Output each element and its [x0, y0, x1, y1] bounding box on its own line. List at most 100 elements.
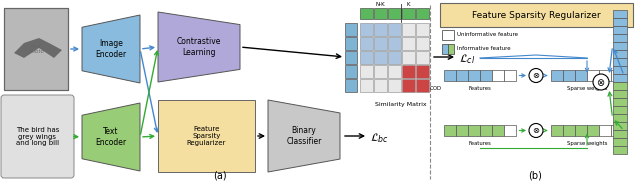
Circle shape	[593, 74, 609, 90]
Text: The bird has
grey wings
and long bill: The bird has grey wings and long bill	[16, 127, 59, 146]
Bar	[415, 79, 429, 91]
Text: Informative feature: Informative feature	[457, 47, 511, 52]
Text: Uninformative feature: Uninformative feature	[457, 33, 518, 38]
Bar	[20, 9, 34, 27]
Bar	[611, 70, 623, 81]
Text: $\otimes$: $\otimes$	[532, 71, 540, 80]
Bar	[613, 146, 627, 153]
Bar	[613, 122, 627, 130]
Bar	[613, 130, 627, 137]
Bar	[387, 65, 401, 77]
Bar	[442, 30, 454, 40]
Bar	[613, 42, 627, 49]
Bar	[551, 125, 563, 136]
Circle shape	[529, 68, 543, 82]
Bar	[613, 106, 627, 114]
Bar	[345, 22, 357, 36]
FancyBboxPatch shape	[1, 95, 74, 178]
Bar	[415, 8, 429, 19]
Bar	[468, 70, 479, 81]
Text: (b): (b)	[528, 170, 542, 180]
Bar	[613, 26, 627, 33]
Bar	[387, 22, 401, 36]
Text: Text
Encoder: Text Encoder	[95, 127, 127, 147]
Bar	[442, 44, 448, 54]
Bar	[492, 125, 504, 136]
Bar	[35, 66, 49, 84]
Text: Sparse weights: Sparse weights	[567, 86, 607, 91]
Text: OOD: OOD	[430, 86, 442, 91]
Bar	[345, 65, 357, 77]
Bar	[611, 125, 623, 136]
Text: $\mathcal{L}_{cl}$: $\mathcal{L}_{cl}$	[459, 52, 476, 66]
Bar	[360, 36, 372, 49]
Bar	[415, 50, 429, 63]
Bar	[5, 28, 19, 46]
Bar	[50, 66, 64, 84]
Bar	[613, 138, 627, 146]
Text: Contrastive
Learning: Contrastive Learning	[177, 37, 221, 57]
Bar	[4, 8, 68, 90]
Bar	[613, 90, 627, 98]
Bar	[401, 22, 415, 36]
Bar	[345, 36, 357, 49]
Bar	[374, 65, 387, 77]
Bar	[456, 70, 467, 81]
Bar	[613, 66, 627, 73]
Bar	[415, 65, 429, 77]
Text: (a): (a)	[213, 170, 227, 180]
Text: Image
Encoder: Image Encoder	[95, 39, 127, 59]
Polygon shape	[268, 100, 340, 172]
Bar	[613, 18, 627, 26]
Bar	[374, 36, 387, 49]
Bar	[587, 125, 598, 136]
Bar	[575, 125, 586, 136]
Bar	[440, 3, 633, 27]
Bar	[613, 58, 627, 66]
Bar	[456, 125, 467, 136]
Text: $\otimes$: $\otimes$	[596, 77, 605, 88]
Bar	[4, 8, 68, 90]
Bar	[444, 125, 456, 136]
Bar	[158, 100, 255, 172]
Text: Sparse weights: Sparse weights	[567, 141, 607, 146]
Bar	[35, 9, 49, 27]
Bar	[480, 125, 492, 136]
Text: Similarity Matrix: Similarity Matrix	[375, 102, 427, 107]
Text: Features: Features	[468, 86, 492, 91]
Text: $\otimes$: $\otimes$	[532, 126, 540, 135]
Bar	[50, 28, 64, 46]
Bar	[613, 82, 627, 89]
Bar	[35, 47, 49, 65]
Bar	[401, 79, 415, 91]
Bar	[374, 50, 387, 63]
Bar	[401, 36, 415, 49]
Bar	[599, 70, 611, 81]
Bar	[504, 125, 515, 136]
Bar	[345, 50, 357, 63]
Polygon shape	[82, 15, 140, 83]
Bar	[444, 70, 456, 81]
Bar	[448, 44, 454, 54]
Polygon shape	[158, 12, 240, 82]
Bar	[613, 98, 627, 105]
Bar	[613, 50, 627, 57]
Bar	[551, 70, 563, 81]
Bar	[50, 47, 64, 65]
Bar	[360, 8, 372, 19]
Text: Binary
Classifier: Binary Classifier	[286, 126, 322, 146]
Bar	[20, 47, 34, 65]
Text: $\mathcal{L}_{bc}$: $\mathcal{L}_{bc}$	[370, 131, 389, 145]
Bar	[360, 50, 372, 63]
Bar	[401, 65, 415, 77]
Bar	[5, 9, 19, 27]
Bar	[345, 79, 357, 91]
Bar	[401, 50, 415, 63]
Bar	[360, 22, 372, 36]
Polygon shape	[82, 103, 140, 171]
Bar	[613, 74, 627, 82]
Bar	[563, 125, 575, 136]
Polygon shape	[14, 38, 62, 58]
Bar	[504, 70, 515, 81]
Text: Features: Features	[468, 141, 492, 146]
